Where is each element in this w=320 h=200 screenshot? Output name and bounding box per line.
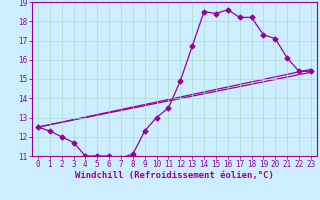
X-axis label: Windchill (Refroidissement éolien,°C): Windchill (Refroidissement éolien,°C) — [75, 171, 274, 180]
